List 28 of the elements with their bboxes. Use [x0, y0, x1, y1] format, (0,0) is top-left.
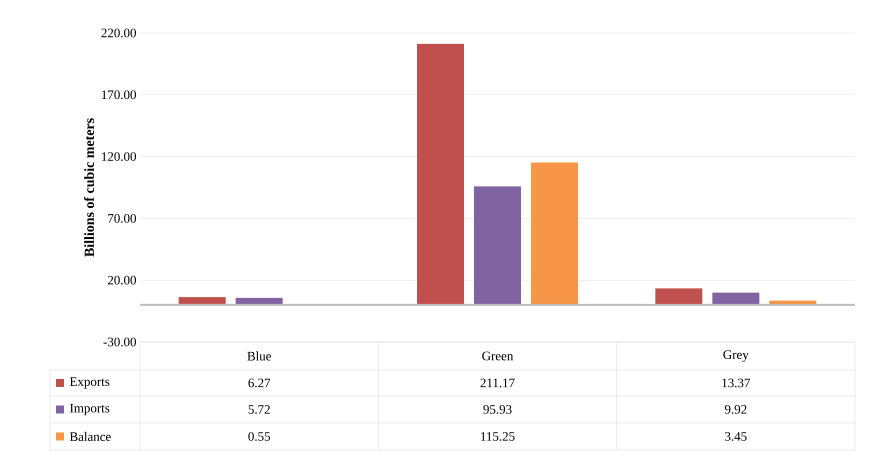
data-label: 5.72 [248, 405, 270, 414]
data-label: 6.27 [248, 378, 270, 388]
data-label: 115.25 [481, 432, 515, 441]
legend-label: Balance [70, 432, 111, 442]
data-label: 0.55 [248, 432, 270, 441]
legend-label: Imports [70, 404, 110, 416]
y-tick-label: 220.00 [101, 28, 136, 38]
y-tick-label: 120.00 [102, 152, 136, 161]
y-axis-title: Billions of cubic meters [84, 118, 94, 257]
bar [178, 297, 226, 305]
y-tick-label: -30.00 [104, 338, 136, 346]
bar [417, 44, 464, 305]
y-tick-label: 170.00 [102, 90, 136, 100]
bar [655, 288, 702, 305]
bar [474, 186, 522, 305]
legend-label: Exports [70, 377, 110, 389]
x-tick-label: Green [482, 352, 514, 360]
data-label: 95.93 [483, 405, 512, 414]
data-label: 211.17 [480, 378, 515, 388]
bar [712, 292, 760, 305]
y-tick-label: 20.00 [108, 276, 136, 285]
x-tick-label: Blue [247, 351, 271, 361]
y-tick-label: 70.00 [108, 214, 136, 223]
bar [531, 162, 578, 305]
data-label: 13.37 [722, 378, 750, 388]
data-label: 9.92 [724, 405, 746, 414]
x-tick-label: Grey [723, 350, 749, 362]
data-label: 3.45 [725, 432, 747, 441]
